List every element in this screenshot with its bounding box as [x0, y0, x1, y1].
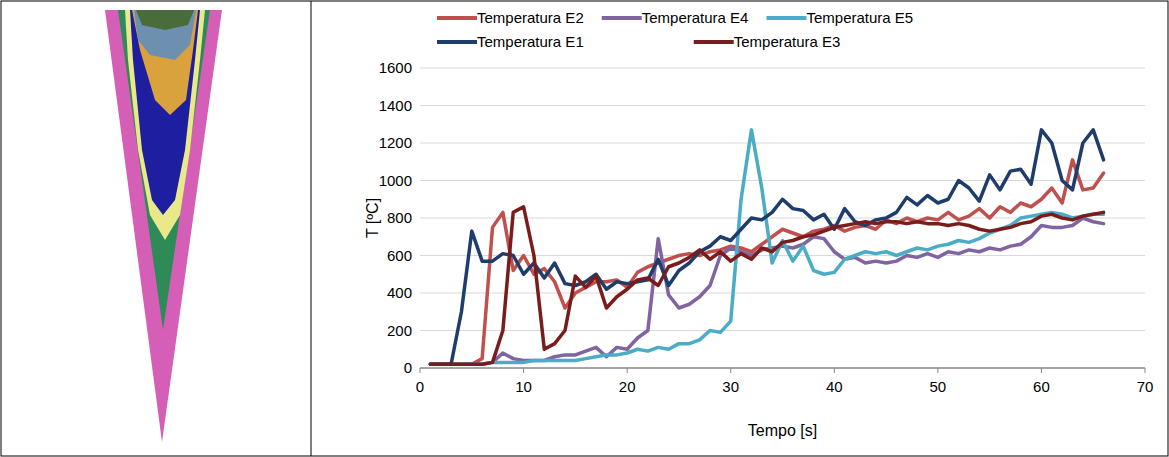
x-tick-label: 10	[515, 378, 532, 395]
y-tick-label: 200	[387, 322, 412, 339]
x-tick	[523, 368, 524, 373]
y-tick-label: 1000	[379, 172, 412, 189]
legend-label: Temperatura E1	[477, 33, 584, 50]
cone-orange	[132, 10, 198, 115]
series-line	[430, 207, 1103, 365]
cone-blue	[130, 10, 200, 215]
x-tick	[937, 368, 938, 373]
grid-line	[420, 143, 1145, 144]
divider	[311, 1, 312, 456]
y-tick-label: 1400	[379, 97, 412, 114]
x-tick	[1145, 368, 1146, 373]
cone-grey	[134, 10, 196, 60]
y-tick-label: 1200	[379, 134, 412, 151]
x-tick	[730, 368, 731, 373]
legend-label: Temperatura E3	[734, 33, 841, 50]
grid-line	[420, 180, 1145, 181]
x-tick-label: 30	[722, 378, 739, 395]
series-line	[430, 160, 1103, 364]
x-tick	[627, 368, 628, 373]
legend-swatch	[602, 16, 642, 20]
y-tick-label: 800	[387, 209, 412, 226]
plot-lines	[430, 130, 1103, 364]
x-tick	[834, 368, 835, 373]
cone-yellow	[125, 10, 205, 240]
cone-outer	[105, 10, 222, 442]
legend-label: Temperatura E2	[477, 9, 584, 26]
x-tick-label: 70	[1137, 378, 1154, 395]
x-axis	[420, 368, 1145, 369]
x-axis-title: Tempo [s]	[748, 422, 817, 439]
x-tick-label: 0	[416, 378, 424, 395]
grid-line	[420, 293, 1145, 294]
y-axis-title: T [ºC]	[364, 198, 381, 238]
y-tick-label: 400	[387, 284, 412, 301]
cone-green	[118, 10, 210, 330]
legend-label: Temperatura E4	[642, 9, 749, 26]
grid-line	[420, 368, 1145, 369]
grid-line	[420, 105, 1145, 106]
legend-swatch	[766, 16, 806, 20]
grid-line	[420, 330, 1145, 331]
legend-label: Temperatura E5	[806, 9, 913, 26]
x-tick-label: 60	[1033, 378, 1050, 395]
series-line	[430, 130, 1103, 364]
cone-image	[105, 10, 222, 442]
legend: Temperatura E2 Temperatura E4 Temperatura …	[437, 9, 913, 50]
y-tick-label: 1600	[379, 59, 412, 76]
cone-top	[136, 10, 194, 30]
legend-swatch	[694, 40, 734, 44]
legend-swatch	[437, 16, 477, 20]
x-tick	[1041, 368, 1042, 373]
grid-line	[420, 255, 1145, 256]
x-tick-label: 20	[619, 378, 636, 395]
x-tick-label: 40	[826, 378, 843, 395]
frame	[1, 1, 1168, 456]
y-tick-label: 600	[387, 247, 412, 264]
series-line	[430, 130, 1103, 364]
x-tick-label: 50	[930, 378, 947, 395]
y-tick-label: 0	[404, 359, 412, 376]
grid-line	[420, 68, 1145, 69]
x-tick	[420, 368, 421, 373]
legend-swatch	[437, 40, 477, 44]
